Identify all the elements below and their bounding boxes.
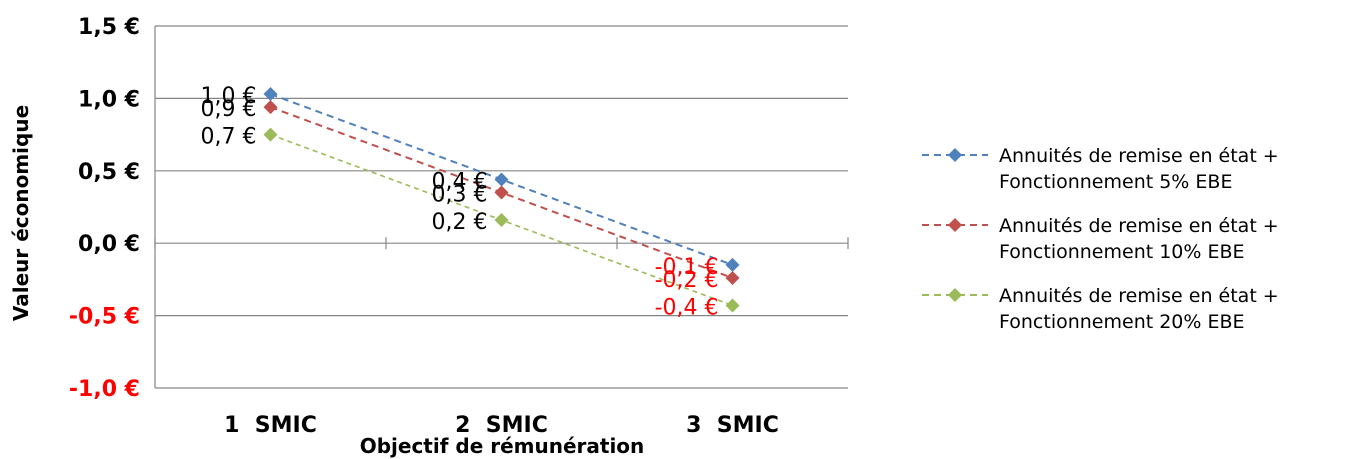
y-tick-label: 1,0 € <box>78 87 140 112</box>
data-label: -0,1 € <box>655 255 719 280</box>
data-point <box>494 172 509 187</box>
data-label: -0,2 € <box>655 268 719 293</box>
data-labels: 1,0 € 0,4 € -0,1 € 0,9 € 0,3 € -0,2 € 0,7 € 0,2… <box>201 84 719 320</box>
legend-label: Annuités de remise en état + <box>999 215 1279 237</box>
legend-marker <box>948 148 962 162</box>
gridlines <box>155 25 848 389</box>
x-tick-label: 2 SMIC <box>455 413 548 438</box>
data-label: 0,2 € <box>432 210 488 235</box>
data-point <box>725 270 740 285</box>
data-label: 0,4 € <box>432 169 488 194</box>
legend-marker <box>948 288 962 302</box>
y-axis-label: Valeur économique <box>9 105 33 321</box>
x-tick-label: 1 SMIC <box>224 413 317 438</box>
y-tick-label: -1,0 € <box>69 377 140 402</box>
axes <box>154 26 849 388</box>
legend-label: Annuités de remise en état + <box>999 285 1279 307</box>
data-label: 0,7 € <box>201 125 257 150</box>
data-label: 0,3 € <box>432 183 488 208</box>
y-tick-label: 0,5 € <box>78 160 140 185</box>
data-point <box>494 213 509 228</box>
y-tick-label: 1,5 € <box>78 15 140 40</box>
legend: Annuités de remise en état + Fonctionneme… <box>922 145 1279 333</box>
y-tick-label: -0,5 € <box>69 305 140 330</box>
data-label: 1,0 € <box>201 84 257 109</box>
data-label: -0,4 € <box>655 295 719 320</box>
data-label: 0,9 € <box>201 97 257 122</box>
data-point <box>263 87 278 102</box>
legend-marker <box>948 218 962 232</box>
series-group <box>263 87 740 313</box>
y-tick-label: 0,0 € <box>78 232 140 257</box>
x-tick-label: 3 SMIC <box>686 413 779 438</box>
x-tick-labels: 1 SMIC 2 SMIC 3 SMIC <box>224 413 779 438</box>
legend-label: Fonctionnement 10% EBE <box>999 241 1245 263</box>
legend-label: Fonctionnement 5% EBE <box>999 171 1232 193</box>
legend-label: Fonctionnement 20% EBE <box>999 311 1245 333</box>
data-point <box>725 298 740 313</box>
data-point <box>263 127 278 142</box>
data-point <box>494 185 509 200</box>
data-point <box>263 100 278 115</box>
y-tick-labels: 1,5 € 1,0 € 0,5 € 0,0 € -0,5 € -1,0 € <box>69 15 140 402</box>
data-point <box>725 257 740 272</box>
x-axis-label: Objectif de rémunération <box>360 434 645 458</box>
legend-label: Annuités de remise en état + <box>999 145 1279 167</box>
